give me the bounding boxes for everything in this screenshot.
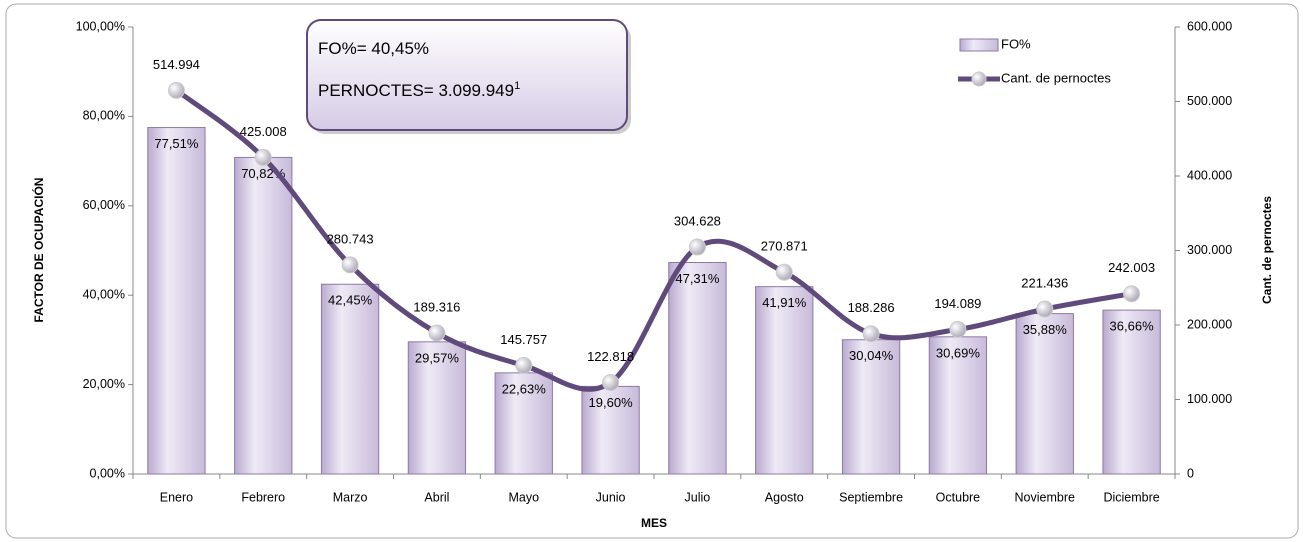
bar-value-label: 19,60% xyxy=(589,395,634,410)
legend-swatch xyxy=(959,38,999,52)
line-marker xyxy=(862,325,880,343)
annotation: PERNOCTES= 3.099.9491 xyxy=(318,80,520,101)
bar-value-label: 35,88% xyxy=(1023,322,1068,337)
y-axis-label: FACTOR DE OCUPACIÓN xyxy=(31,178,46,323)
legend-label: FO% xyxy=(1001,36,1031,51)
x-tick-label: Enero xyxy=(160,490,193,504)
line-value-label: 145.757 xyxy=(500,332,547,347)
y2-tick-label: 100.000 xyxy=(1187,392,1232,406)
y2-tick-label: 200.000 xyxy=(1187,317,1232,331)
y-tick-label: 20,00% xyxy=(83,377,125,391)
y-tick-label: 80,00% xyxy=(83,109,125,123)
x-tick-label: Julio xyxy=(685,490,711,504)
annotation-text: PERNOCTES= 3.099.949 xyxy=(318,81,514,100)
y2-tick-label: 0 xyxy=(1187,466,1194,480)
line-value-label: 221.436 xyxy=(1021,275,1068,290)
line-value-label: 425.008 xyxy=(240,124,287,139)
x-tick-label: Abril xyxy=(424,490,449,504)
line-value-label: 304.628 xyxy=(674,213,721,228)
x-tick-label: Febrero xyxy=(241,490,285,504)
bar-value-label: 41,91% xyxy=(762,295,807,310)
y2-tick-label: 300.000 xyxy=(1187,243,1232,257)
line-marker xyxy=(515,356,533,374)
x-tick-label: Junio xyxy=(596,490,626,504)
bar xyxy=(1015,313,1074,475)
line-marker xyxy=(775,263,793,281)
x-tick-label: Mayo xyxy=(508,490,539,504)
x-tick-label: Marzo xyxy=(333,490,368,504)
annotation-superscript: 1 xyxy=(514,80,520,92)
bar-value-label: 42,45% xyxy=(328,293,373,308)
y2-tick-label: 400.000 xyxy=(1187,168,1232,182)
bar xyxy=(755,286,814,475)
legend-swatch xyxy=(971,71,987,87)
line-value-label: 280.743 xyxy=(327,231,374,246)
line-marker xyxy=(688,238,706,256)
line-marker xyxy=(1123,285,1141,303)
bar-value-label: 36,66% xyxy=(1110,319,1155,334)
bar xyxy=(494,372,553,475)
bar-value-label: 29,57% xyxy=(415,350,460,365)
bar xyxy=(668,262,727,475)
x-tick-label: Diciembre xyxy=(1103,490,1159,504)
x-tick-label: Septiembre xyxy=(839,490,903,504)
bar-value-label: 22,63% xyxy=(502,381,547,396)
line-value-label: 514.994 xyxy=(153,57,200,72)
line-value-label: 194.089 xyxy=(934,296,981,311)
x-tick-label: Agosto xyxy=(765,490,804,504)
bar xyxy=(581,385,640,475)
annotation-box xyxy=(306,19,628,131)
x-tick-label: Noviembre xyxy=(1015,490,1075,504)
x-tick-label: Octubre xyxy=(936,490,981,504)
bar-value-label: 77,51% xyxy=(154,136,199,151)
bar-value-label: 30,69% xyxy=(936,345,981,360)
y2-tick-label: 500.000 xyxy=(1187,94,1232,108)
line-marker xyxy=(167,81,185,99)
bar xyxy=(320,283,380,475)
y2-axis-label: Cant. de pernoctes xyxy=(1260,196,1274,304)
annotation: FO%= 40,45% xyxy=(318,39,429,58)
line-marker xyxy=(428,324,446,342)
line-marker xyxy=(602,374,620,392)
line-marker xyxy=(949,320,967,338)
line-value-label: 189.316 xyxy=(413,299,460,314)
y-tick-label: 40,00% xyxy=(83,287,125,301)
bar xyxy=(147,127,206,475)
bar-value-label: 30,04% xyxy=(849,348,894,363)
line-value-label: 188.286 xyxy=(848,300,895,315)
line-value-label: 270.871 xyxy=(761,239,808,254)
line-value-label: 122.818 xyxy=(587,349,634,364)
bar xyxy=(928,336,988,475)
line-marker xyxy=(254,148,272,166)
bar xyxy=(407,341,467,475)
y-tick-label: 60,00% xyxy=(83,198,125,212)
bar xyxy=(234,156,293,475)
y-tick-label: 100,00% xyxy=(76,19,125,33)
line-value-label: 242.003 xyxy=(1108,260,1155,275)
line-marker xyxy=(1036,300,1054,318)
legend-label: Cant. de pernoctes xyxy=(1001,70,1111,85)
bar-value-label: 47,31% xyxy=(675,271,720,286)
line-marker xyxy=(341,256,359,274)
bar xyxy=(1102,309,1161,475)
y-tick-label: 0,00% xyxy=(90,466,125,480)
x-axis-label: MES xyxy=(641,516,667,530)
y2-tick-label: 600.000 xyxy=(1187,19,1232,33)
annotation-text: FO%= 40,45% xyxy=(318,39,429,58)
